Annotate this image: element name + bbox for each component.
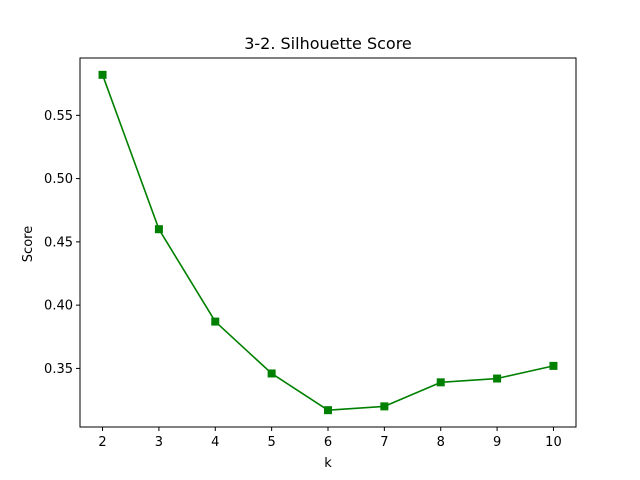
- data-point-marker: [324, 406, 332, 415]
- data-point-marker: [98, 70, 107, 79]
- data-point-marker: [154, 225, 163, 234]
- data-point-marker: [380, 402, 389, 411]
- y-axis-label: Score: [21, 226, 36, 262]
- chart-title: 3-2. Silhouette Score: [244, 34, 412, 53]
- x-tick-label: 10: [545, 435, 562, 450]
- data-point-marker: [436, 378, 445, 387]
- data-point-marker: [549, 361, 558, 370]
- y-tick-label: 0.55: [44, 109, 73, 124]
- y-tick-label: 0.45: [44, 235, 73, 250]
- y-tick-label: 0.50: [44, 172, 73, 187]
- x-tick-label: 4: [211, 435, 219, 450]
- x-tick-label: 5: [267, 435, 275, 450]
- x-axis: 2 3 4 5 6 7 8 9 10: [98, 427, 562, 450]
- x-tick-label: 9: [493, 435, 501, 450]
- x-axis-label: k: [324, 456, 332, 471]
- y-tick-label: 0.40: [44, 299, 73, 314]
- y-axis: 0.35 0.40 0.45 0.50 0.55: [44, 109, 80, 377]
- x-tick-label: 3: [155, 435, 163, 450]
- x-tick-label: 6: [324, 435, 332, 450]
- data-point-marker: [211, 317, 220, 326]
- x-tick-label: 8: [437, 435, 445, 450]
- data-point-marker: [267, 369, 276, 378]
- x-tick-label: 2: [98, 435, 106, 450]
- series-layer: [98, 70, 558, 415]
- y-tick-label: 0.35: [44, 362, 73, 377]
- x-tick-label: 7: [380, 435, 388, 450]
- data-point-marker: [493, 374, 502, 383]
